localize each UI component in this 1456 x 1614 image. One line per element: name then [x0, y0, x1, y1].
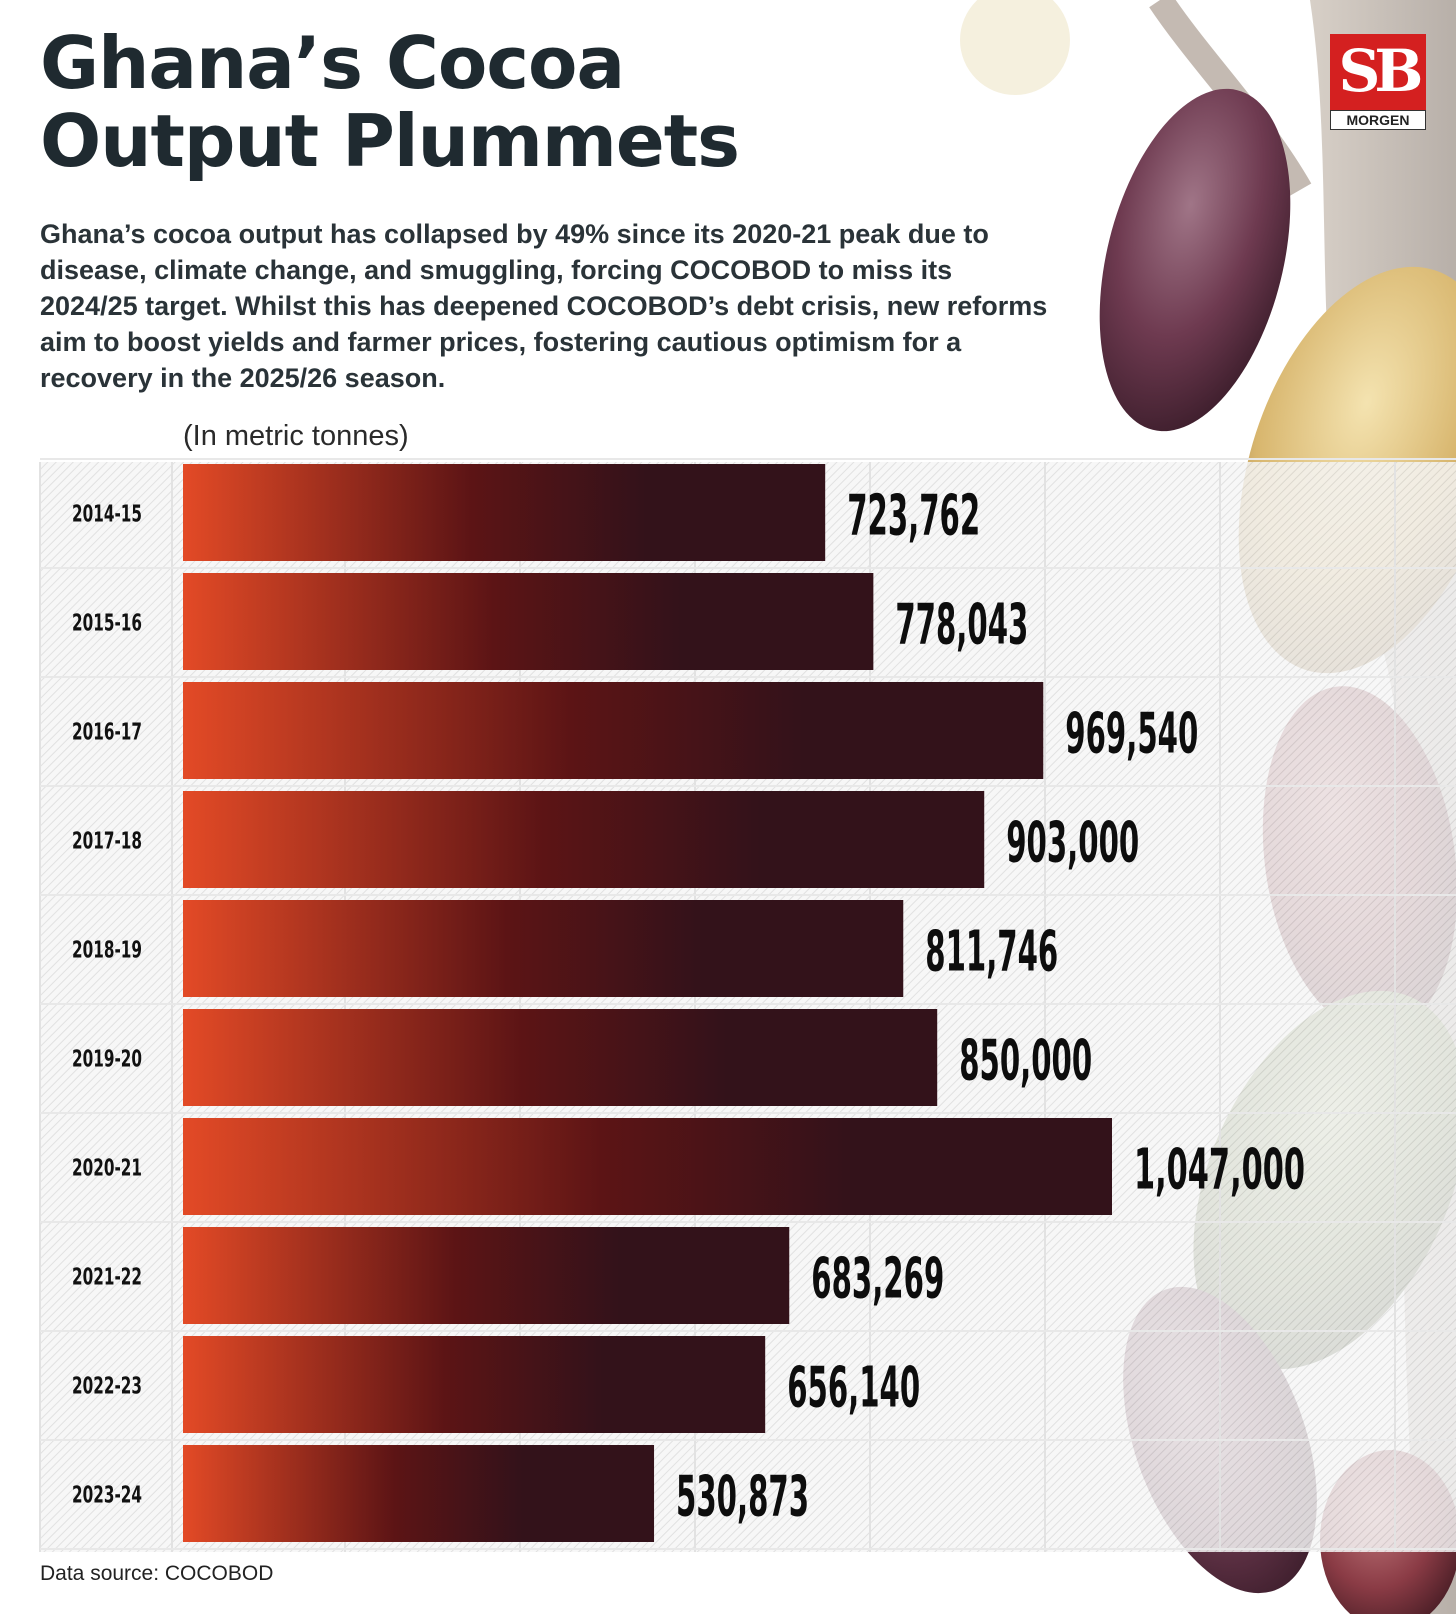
value-label: 723,762 — [847, 484, 980, 549]
category-label: 2021-22 — [72, 1265, 142, 1291]
category-label: 2018-19 — [72, 938, 142, 964]
value-label: 811,746 — [925, 920, 1058, 985]
unit-label: (In metric tonnes) — [183, 420, 409, 452]
chart-bars: 2014-15 723,762 2015-16 778,043 2016-17 969,5… — [72, 464, 1305, 1542]
value-label: 850,000 — [959, 1029, 1092, 1094]
data-source: Data source: COCOBOD — [40, 1562, 274, 1585]
category-label: 2017-18 — [72, 829, 142, 855]
bar-2021-22 — [183, 1227, 790, 1324]
bar-2022-23 — [183, 1336, 766, 1433]
category-label: 2019-20 — [72, 1047, 142, 1073]
category-label: 2020-21 — [72, 1156, 142, 1182]
bar-2014-15 — [183, 464, 826, 561]
category-label: 2016-17 — [72, 720, 142, 746]
bar-2016-17 — [183, 682, 1044, 779]
value-label: 969,540 — [1065, 702, 1198, 767]
sb-morgen-logo: SB MORGEN — [1330, 34, 1426, 130]
title-line-2: Output Plummets — [40, 99, 740, 183]
logo-mark-box: SB — [1330, 34, 1426, 110]
bar-2017-18 — [183, 791, 985, 888]
value-label: 1,047,000 — [1134, 1138, 1305, 1203]
bar-2019-20 — [183, 1009, 938, 1106]
bar-2015-16 — [183, 573, 874, 670]
logo-mark: SB — [1338, 37, 1424, 105]
category-label: 2014-15 — [72, 502, 142, 528]
category-label: 2022-23 — [72, 1374, 142, 1400]
value-label: 778,043 — [895, 593, 1028, 658]
category-label: 2023-24 — [72, 1483, 142, 1509]
value-label: 683,269 — [811, 1247, 944, 1312]
bar-2023-24 — [183, 1445, 655, 1542]
page-title: Ghana’s Cocoa Output Plummets — [40, 21, 740, 183]
value-label: 656,140 — [787, 1356, 920, 1421]
value-label: 530,873 — [676, 1465, 809, 1530]
bar-2020-21 — [183, 1118, 1112, 1215]
logo-text: MORGEN — [1330, 110, 1426, 130]
category-label: 2015-16 — [72, 611, 142, 637]
value-label: 903,000 — [1006, 811, 1139, 876]
bar-2018-19 — [183, 900, 904, 997]
title-line-1: Ghana’s Cocoa — [40, 21, 625, 105]
page-subtitle: Ghana’s cocoa output has collapsed by 49… — [40, 219, 1048, 393]
